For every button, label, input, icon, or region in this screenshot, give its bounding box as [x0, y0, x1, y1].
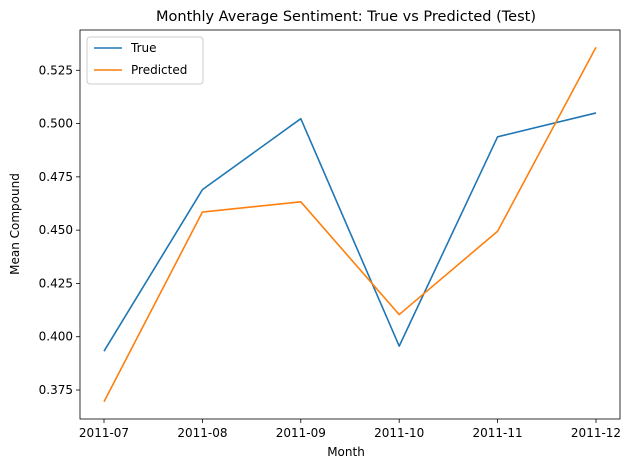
legend-label-true: True: [130, 41, 157, 55]
x-tick-label: 2011-11: [473, 426, 523, 440]
y-axis-ticks: 0.375 0.400 0.425 0.450 0.475 0.500 0.525: [39, 63, 80, 397]
chart-title: Monthly Average Sentiment: True vs Predi…: [156, 9, 536, 25]
y-tick-label: 0.400: [39, 330, 73, 344]
plot-area: [80, 30, 620, 419]
series-layer: [103, 46, 597, 403]
y-tick-label: 0.525: [39, 63, 73, 77]
legend: True Predicted: [86, 36, 204, 85]
y-tick-label: 0.425: [39, 276, 73, 290]
x-tick-label: 2011-09: [276, 426, 326, 440]
x-axis-ticks: 2011-07 2011-08 2011-09 2011-10 2011-11 2011-…: [79, 419, 621, 440]
y-tick-label: 0.500: [39, 117, 73, 131]
y-tick-label: 0.475: [39, 170, 73, 184]
x-tick-label: 2011-07: [79, 426, 129, 440]
x-axis-label: Month: [327, 445, 365, 459]
series-line-predicted: [103, 46, 597, 403]
y-tick-label: 0.375: [39, 383, 73, 397]
y-axis-label: Mean Compound: [8, 173, 22, 275]
series-line-true: [103, 112, 597, 352]
x-tick-label: 2011-10: [374, 426, 424, 440]
x-tick-label: 2011-12: [571, 426, 621, 440]
plot-frame: [79, 29, 621, 420]
x-tick-label: 2011-08: [177, 426, 227, 440]
y-tick-label: 0.450: [39, 223, 73, 237]
legend-label-predicted: Predicted: [131, 63, 187, 77]
